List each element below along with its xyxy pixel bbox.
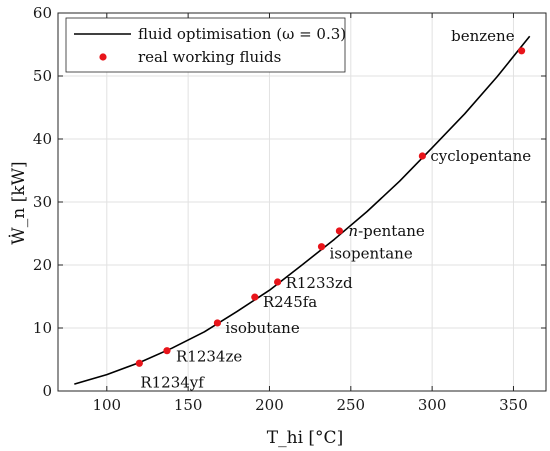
data-point-label: R1234ze — [176, 348, 242, 366]
data-layer — [74, 35, 531, 385]
x-tick-label: 100 — [92, 396, 121, 414]
data-point — [518, 47, 526, 55]
x-tick-label: 250 — [336, 396, 365, 414]
x-tick-label: 300 — [418, 396, 447, 414]
legend-label-line: fluid optimisation (ω = 0.3) — [138, 25, 346, 43]
data-point-label: n-pentane — [348, 222, 425, 240]
y-tick-label: 60 — [33, 4, 52, 22]
data-point — [274, 278, 282, 286]
x-tick-label: 150 — [174, 396, 203, 414]
data-point — [317, 243, 326, 251]
legend-box — [65, 17, 346, 73]
data-point-label: R1234yf — [140, 373, 205, 391]
data-point — [163, 347, 171, 355]
data-point — [135, 359, 143, 367]
y-tick-label: 0 — [42, 382, 52, 400]
y-tick-label: 10 — [33, 319, 52, 337]
y-axis-title: Ẇ_n [kW] — [8, 161, 29, 244]
legend-label-marker: real working fluids — [138, 48, 281, 66]
legend: fluid optimisation (ω = 0.3) real workin… — [65, 17, 346, 73]
grid — [58, 12, 546, 392]
x-tick-label: 350 — [499, 396, 528, 414]
data-point-label: R245fa — [263, 293, 317, 311]
data-point — [335, 227, 344, 235]
data-point-label: cyclopentane — [430, 147, 531, 165]
y-tick-label: 50 — [33, 67, 52, 85]
x-tick-label: 200 — [255, 396, 284, 414]
data-point-label: isopentane — [330, 245, 413, 263]
x-axis-title: T_hi [°C] — [267, 428, 343, 448]
data-point — [418, 152, 426, 160]
data-point — [251, 293, 259, 301]
data-point — [213, 319, 222, 327]
optimisation-curve — [74, 35, 531, 385]
data-point-label: isobutane — [225, 319, 299, 337]
axis-ticks: 100 150 200 250 300 350 0 10 20 30 40 50 60 — [33, 4, 546, 414]
data-point-label: benzene — [451, 27, 515, 45]
legend-marker-swatch — [99, 53, 107, 61]
data-point-label: R1233zd — [286, 274, 353, 292]
y-tick-label: 20 — [33, 256, 52, 274]
y-tick-label: 30 — [33, 193, 52, 211]
y-tick-label: 40 — [33, 130, 52, 148]
